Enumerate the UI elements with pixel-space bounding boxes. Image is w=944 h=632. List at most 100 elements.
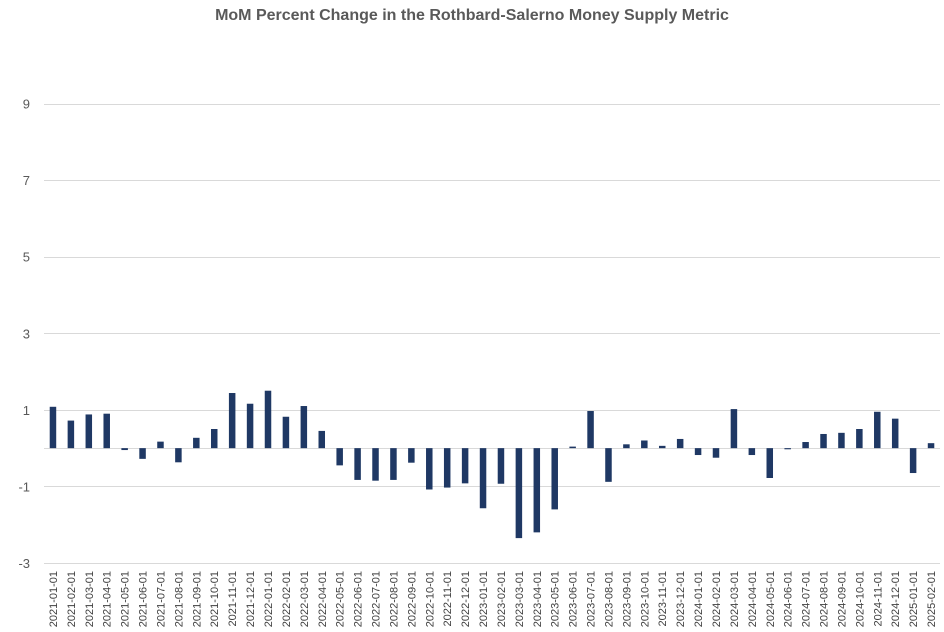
bar: [605, 448, 612, 482]
bar: [676, 438, 684, 449]
x-tick-label: 2023-01-01: [478, 571, 490, 627]
y-tick-label: -3: [18, 556, 30, 571]
x-tick-label: 2025-02-01: [926, 571, 938, 627]
x-tick-label: 2022-07-01: [371, 571, 383, 627]
x-tick-label: 2021-12-01: [245, 571, 257, 627]
bar: [193, 437, 200, 449]
bar: [246, 403, 254, 449]
bar: [891, 418, 899, 449]
x-tick-label: 2023-12-01: [675, 571, 687, 627]
x-tick-label: 2023-02-01: [496, 571, 508, 627]
x-tick-label: 2024-07-01: [801, 571, 813, 627]
bar: [228, 393, 236, 449]
x-tick-label: 2023-07-01: [586, 571, 598, 627]
x-tick-label: 2021-01-01: [48, 571, 60, 627]
bar: [766, 448, 774, 478]
bar: [103, 413, 110, 449]
bar: [264, 390, 272, 449]
x-tick-label: 2023-11-01: [657, 571, 669, 626]
bar: [139, 448, 146, 459]
y-tick-label: 9: [23, 97, 30, 112]
bar: [927, 443, 935, 449]
y-tick-label: 1: [23, 403, 30, 418]
x-tick-label: 2024-02-01: [711, 571, 723, 627]
bar: [318, 430, 326, 449]
y-tick-label: 7: [23, 173, 30, 188]
bar: [49, 406, 57, 449]
bar: [730, 409, 738, 449]
x-tick-label: 2024-12-01: [890, 571, 902, 627]
bar: [300, 406, 308, 449]
bar: [336, 448, 343, 466]
bar: [587, 411, 594, 449]
x-tick-label: 2021-05-01: [120, 571, 132, 627]
bar: [282, 416, 290, 449]
bar: [85, 414, 93, 449]
chart-title: MoM Percent Change in the Rothbard-Saler…: [215, 7, 729, 24]
x-tick-label: 2022-02-01: [281, 571, 293, 627]
x-tick-label: 2021-07-01: [155, 571, 167, 627]
x-tick-label: 2022-08-01: [388, 571, 400, 627]
bar: [479, 448, 487, 509]
x-tick-label: 2022-09-01: [406, 571, 418, 627]
bar: [569, 446, 576, 449]
x-tick-label: 2021-02-01: [66, 571, 78, 627]
bar: [551, 448, 558, 510]
x-tick-label: 2022-06-01: [353, 571, 365, 627]
x-tick-label: 2023-06-01: [568, 571, 580, 627]
x-tick-label: 2022-05-01: [335, 571, 347, 627]
bar: [712, 448, 720, 458]
x-tick-label: 2021-03-01: [84, 571, 96, 627]
y-tick-label: -1: [18, 479, 30, 494]
bar: [784, 448, 791, 450]
bar: [354, 448, 361, 480]
x-tick-label: 2024-11-01: [872, 571, 884, 626]
bar: [497, 448, 505, 484]
x-tick-label: 2024-03-01: [729, 571, 741, 627]
x-tick-label: 2022-12-01: [460, 571, 472, 627]
bar: [175, 448, 182, 463]
y-tick-label: 5: [23, 250, 30, 265]
x-tick-label: 2023-08-01: [603, 571, 615, 627]
bar: [694, 448, 702, 456]
bar: [121, 448, 128, 451]
bar: [390, 448, 397, 480]
bar: [210, 429, 218, 449]
x-tick-label: 2024-01-01: [693, 571, 705, 627]
bar: [874, 411, 881, 449]
bar: [67, 420, 75, 449]
bar: [533, 448, 541, 533]
bar: [443, 448, 451, 488]
x-tick-label: 2024-09-01: [836, 571, 848, 627]
bar: [157, 441, 164, 449]
x-tick-label: 2021-11-01: [227, 571, 239, 626]
x-tick-label: 2023-04-01: [532, 571, 544, 627]
bar: [748, 448, 756, 456]
x-tick-label: 2022-11-01: [442, 571, 454, 626]
x-tick-label: 2022-10-01: [424, 571, 436, 627]
x-tick-label: 2021-04-01: [102, 571, 114, 627]
gridlines: [44, 104, 940, 564]
y-tick-label: 3: [23, 326, 30, 341]
y-axis-ticks: -3 -1 1 3 5 7 9: [18, 97, 30, 571]
bar: [909, 448, 917, 474]
x-axis-ticks: 2021-01-01 2021-02-01 2021-03-01 2021-04-01…: [48, 571, 938, 627]
bar: [515, 448, 523, 539]
bar: [658, 445, 666, 449]
bar: [408, 448, 415, 463]
x-tick-label: 2021-08-01: [173, 571, 185, 627]
x-tick-label: 2024-06-01: [783, 571, 795, 627]
x-tick-label: 2021-06-01: [138, 571, 150, 627]
x-tick-label: 2023-09-01: [621, 571, 633, 627]
bar: [461, 448, 469, 484]
x-tick-label: 2024-04-01: [747, 571, 759, 627]
bar: [856, 429, 863, 449]
x-tick-label: 2022-03-01: [299, 571, 311, 627]
bars: [49, 390, 935, 539]
x-tick-label: 2022-01-01: [263, 571, 275, 627]
bar: [838, 432, 845, 449]
x-tick-label: 2021-09-01: [191, 571, 203, 627]
x-tick-label: 2022-04-01: [317, 571, 329, 627]
